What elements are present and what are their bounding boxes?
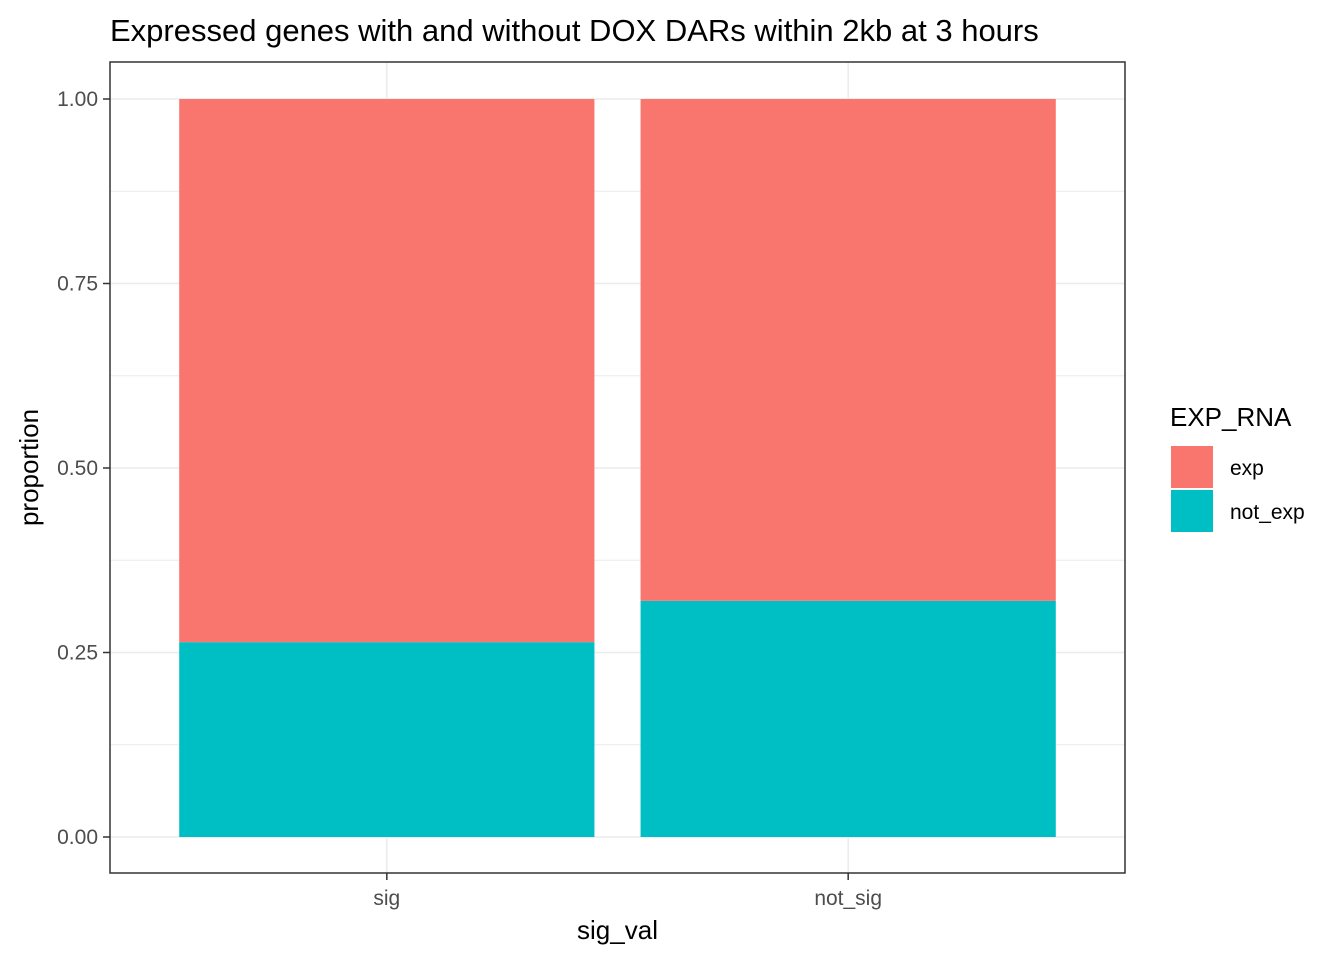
y-axis-title: proportion (14, 409, 44, 526)
x-axis: sig not_sig (373, 873, 882, 910)
bar-segment-not_exp-not_sig (640, 600, 1056, 837)
bar-segment-exp-not_sig (640, 99, 1056, 601)
legend: EXP_RNA exp not_exp (1170, 402, 1305, 532)
legend-title: EXP_RNA (1170, 402, 1292, 432)
y-axis: 0.00 0.25 0.50 0.75 1.00 (57, 88, 110, 849)
bar-segment-exp-sig (179, 99, 595, 643)
y-tick-label: 0.25 (57, 642, 98, 665)
x-tick-label: not_sig (814, 887, 882, 910)
legend-key-not_exp (1171, 490, 1213, 532)
y-tick-label: 0.50 (57, 457, 98, 480)
y-tick-label: 1.00 (57, 88, 98, 111)
legend-label-exp: exp (1230, 457, 1264, 480)
bar-segment-not_exp-sig (179, 642, 595, 837)
x-tick-label: sig (373, 887, 400, 910)
plot-panel (109, 61, 1126, 874)
y-tick-label: 0.75 (57, 273, 98, 296)
bars (179, 99, 1056, 837)
legend-label-not_exp: not_exp (1230, 501, 1305, 524)
y-tick-label: 0.00 (57, 826, 98, 849)
x-axis-title: sig_val (577, 915, 658, 945)
chart-title: Expressed genes with and without DOX DAR… (110, 13, 1039, 48)
legend-key-exp (1171, 446, 1213, 488)
legend-items: exp not_exp (1171, 446, 1305, 532)
